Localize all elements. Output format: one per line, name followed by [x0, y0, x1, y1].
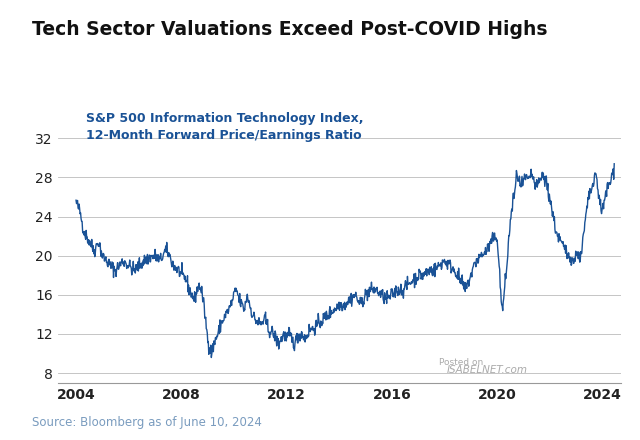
Text: ISABELNET.com: ISABELNET.com	[447, 365, 528, 375]
Text: S&P 500 Information Technology Index,
12-Month Forward Price/Earnings Ratio: S&P 500 Information Technology Index, 12…	[86, 112, 364, 142]
Text: Posted on: Posted on	[439, 358, 483, 367]
Text: Tech Sector Valuations Exceed Post-COVID Highs: Tech Sector Valuations Exceed Post-COVID…	[32, 20, 547, 39]
Text: Source: Bloomberg as of June 10, 2024: Source: Bloomberg as of June 10, 2024	[32, 416, 262, 429]
